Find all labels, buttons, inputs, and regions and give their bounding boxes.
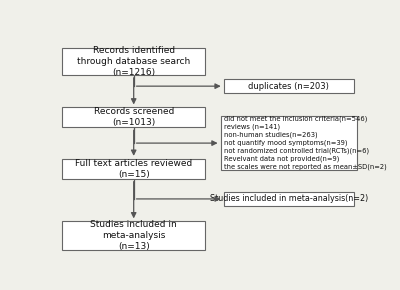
Text: Studies included in
meta-analysis
(n=13): Studies included in meta-analysis (n=13) [90, 220, 177, 251]
FancyBboxPatch shape [62, 48, 205, 75]
Text: did not meet the inclusion criteria(n=546)
reviews (n=141)
non-human studies(n=2: did not meet the inclusion criteria(n=54… [224, 116, 386, 170]
Text: duplicates (n=203): duplicates (n=203) [248, 82, 329, 91]
FancyBboxPatch shape [62, 221, 205, 250]
FancyBboxPatch shape [220, 116, 357, 171]
Text: Studies included in meta-analysis(n=2): Studies included in meta-analysis(n=2) [210, 194, 368, 203]
FancyBboxPatch shape [224, 79, 354, 93]
Text: Full text articles reviewed
(n=15): Full text articles reviewed (n=15) [75, 159, 192, 179]
FancyBboxPatch shape [224, 192, 354, 206]
Text: Records screened
(n=1013): Records screened (n=1013) [94, 107, 174, 128]
FancyBboxPatch shape [62, 107, 205, 128]
FancyBboxPatch shape [62, 159, 205, 179]
Text: Records identified
through database search
(n=1216): Records identified through database sear… [77, 46, 190, 77]
